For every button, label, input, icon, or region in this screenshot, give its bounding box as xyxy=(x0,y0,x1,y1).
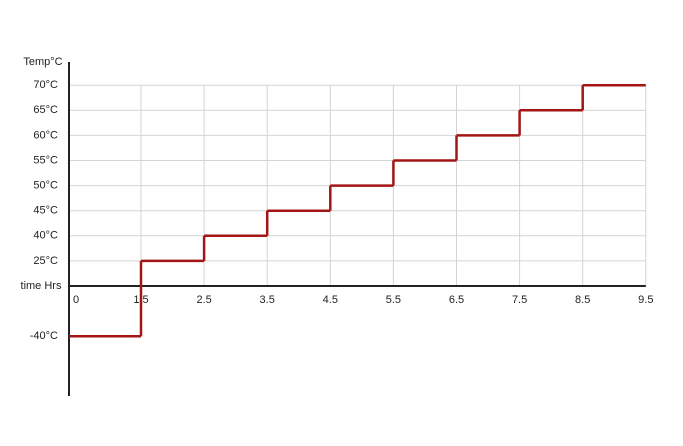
y-tick-label: 25°C xyxy=(33,255,58,267)
y-tick-label: 55°C xyxy=(33,154,58,166)
x-tick-label: 8.5 xyxy=(575,294,590,306)
x-axis-label: time Hrs xyxy=(21,280,62,292)
y-tick-label: 40°C xyxy=(33,230,58,242)
x-tick-label: 9.5 xyxy=(638,294,653,306)
y-tick-label: 70°C xyxy=(33,79,58,91)
x-tick-label: 0 xyxy=(73,294,79,306)
y-tick-label: 65°C xyxy=(33,104,58,116)
y-tick-label: 50°C xyxy=(33,180,58,192)
x-tick-label: 7.5 xyxy=(512,294,527,306)
x-tick-label: 2.5 xyxy=(196,294,211,306)
y-axis-label: Temp°C xyxy=(23,56,62,68)
x-tick-label: 5.5 xyxy=(386,294,401,306)
y-tick-label: 60°C xyxy=(33,129,58,141)
y-tick-label: 45°C xyxy=(33,205,58,217)
x-tick-label: 6.5 xyxy=(449,294,464,306)
y-tick-label: -40°C xyxy=(30,330,58,342)
x-tick-label: 4.5 xyxy=(323,294,338,306)
x-tick-label: 3.5 xyxy=(260,294,275,306)
